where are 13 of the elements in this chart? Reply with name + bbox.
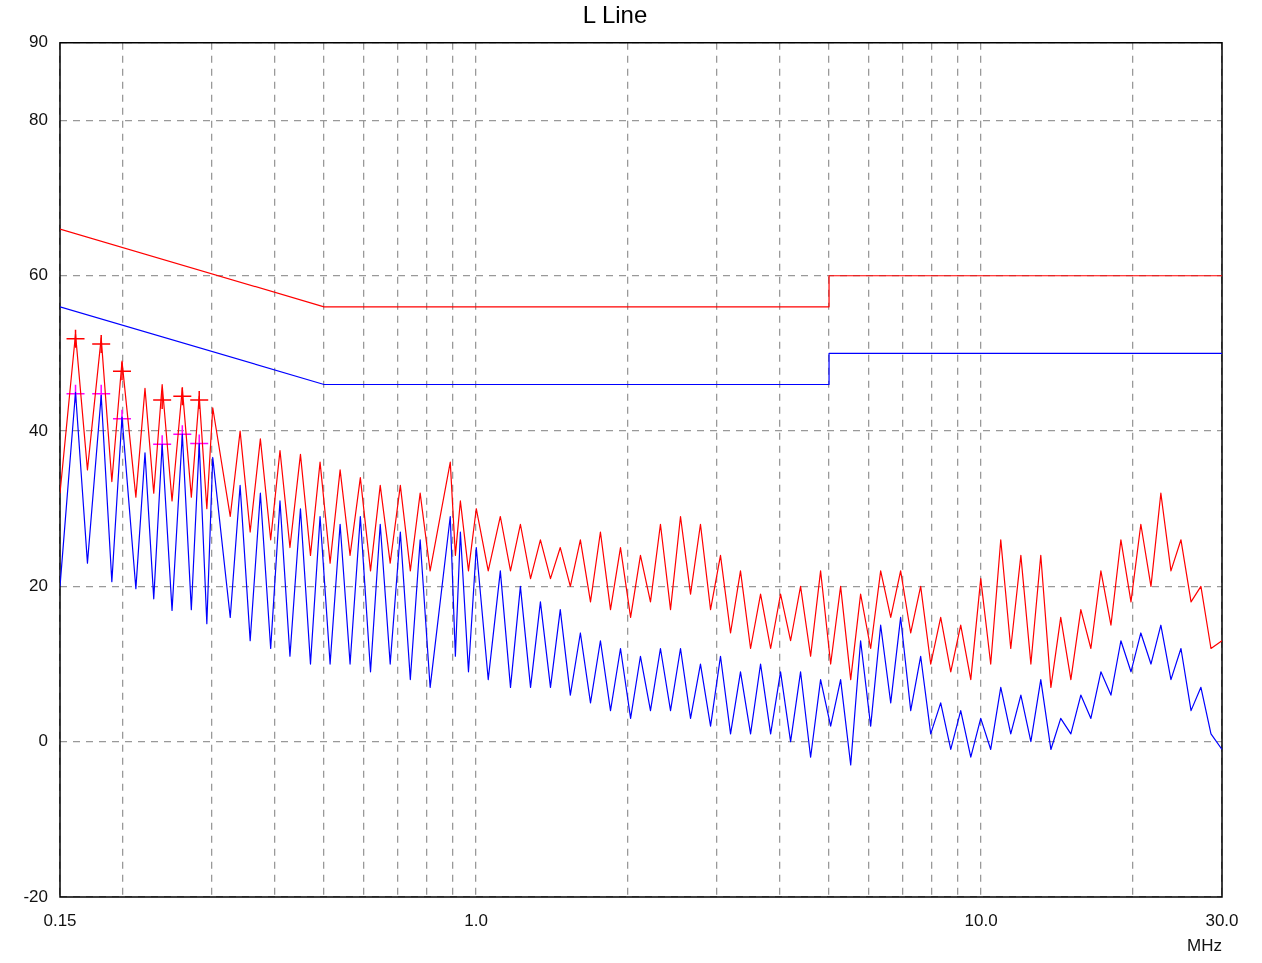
chart-title: L Line — [582, 1, 648, 29]
x-tick-label: 30.0 — [1205, 910, 1239, 930]
y-tick-label: 60 — [29, 265, 48, 285]
y-tick-label: 80 — [29, 110, 48, 130]
y-tick-label: -20 — [23, 886, 48, 906]
x-tick-label: 10.0 — [964, 910, 998, 930]
y-tick-label: 40 — [29, 420, 48, 440]
y-tick-label: 90 — [29, 32, 48, 52]
y-tick-label: 0 — [38, 731, 48, 751]
x-tick-label: 0.15 — [43, 910, 77, 930]
y-tick-label: 20 — [29, 576, 48, 596]
x-tick-label: 1.0 — [464, 910, 488, 930]
x-axis-title: MHz — [1187, 936, 1222, 956]
